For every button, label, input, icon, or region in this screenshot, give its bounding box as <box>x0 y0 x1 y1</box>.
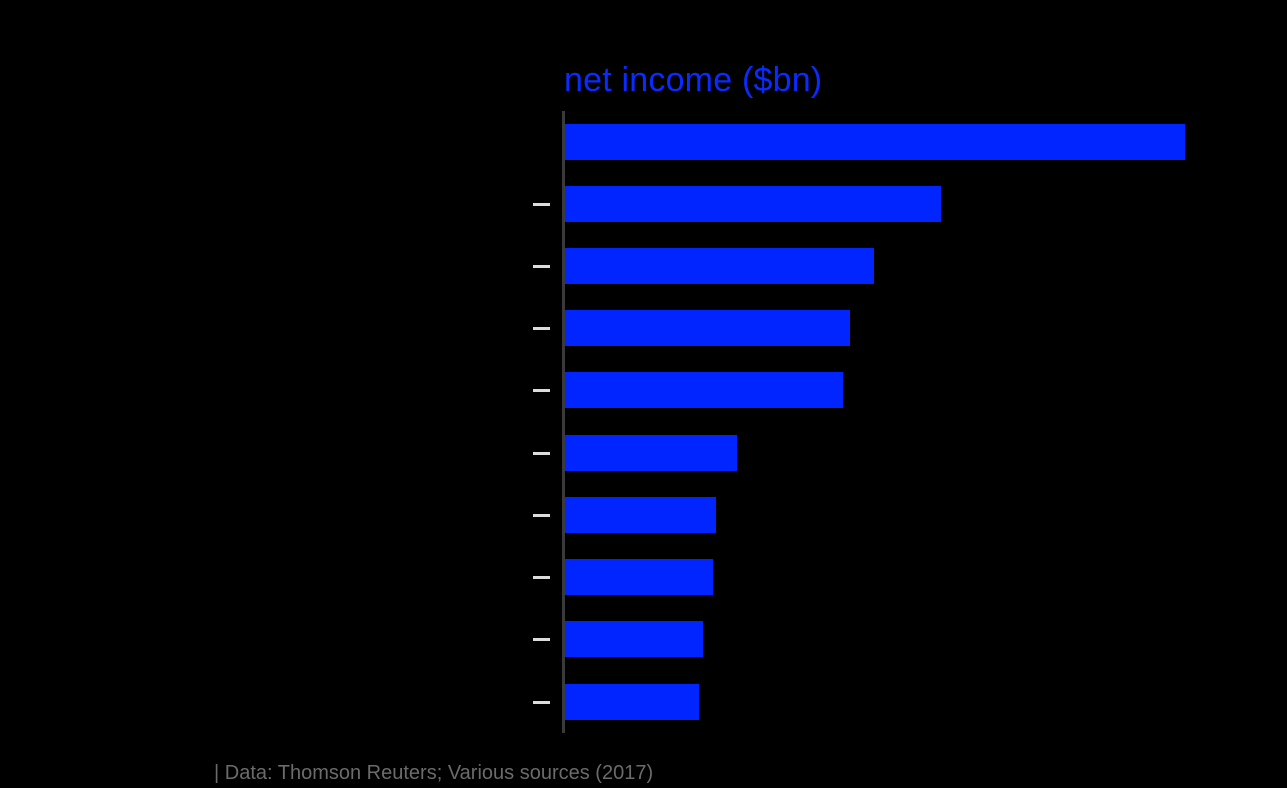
bar-1 <box>565 124 1185 160</box>
chart-title: net income ($bn) <box>564 61 823 99</box>
source-note: | Data: Thomson Reuters; Various sources… <box>214 762 654 784</box>
bar-9 <box>565 621 703 657</box>
dash-marker <box>533 576 550 579</box>
dash-marker <box>533 701 550 704</box>
dash-marker <box>533 638 550 641</box>
bar-2 <box>565 186 941 222</box>
bar-8 <box>565 559 713 595</box>
bar-5 <box>565 372 843 408</box>
dash-marker <box>533 452 550 455</box>
dash-marker <box>533 265 550 268</box>
bar-4 <box>565 310 850 346</box>
dash-marker <box>533 514 550 517</box>
bar-10 <box>565 684 699 720</box>
dash-marker <box>533 203 550 206</box>
dash-marker <box>533 389 550 392</box>
bar-6 <box>565 435 737 471</box>
y-axis-line <box>562 111 565 733</box>
bar-7 <box>565 497 716 533</box>
bar-3 <box>565 248 874 284</box>
dash-marker <box>533 327 550 330</box>
